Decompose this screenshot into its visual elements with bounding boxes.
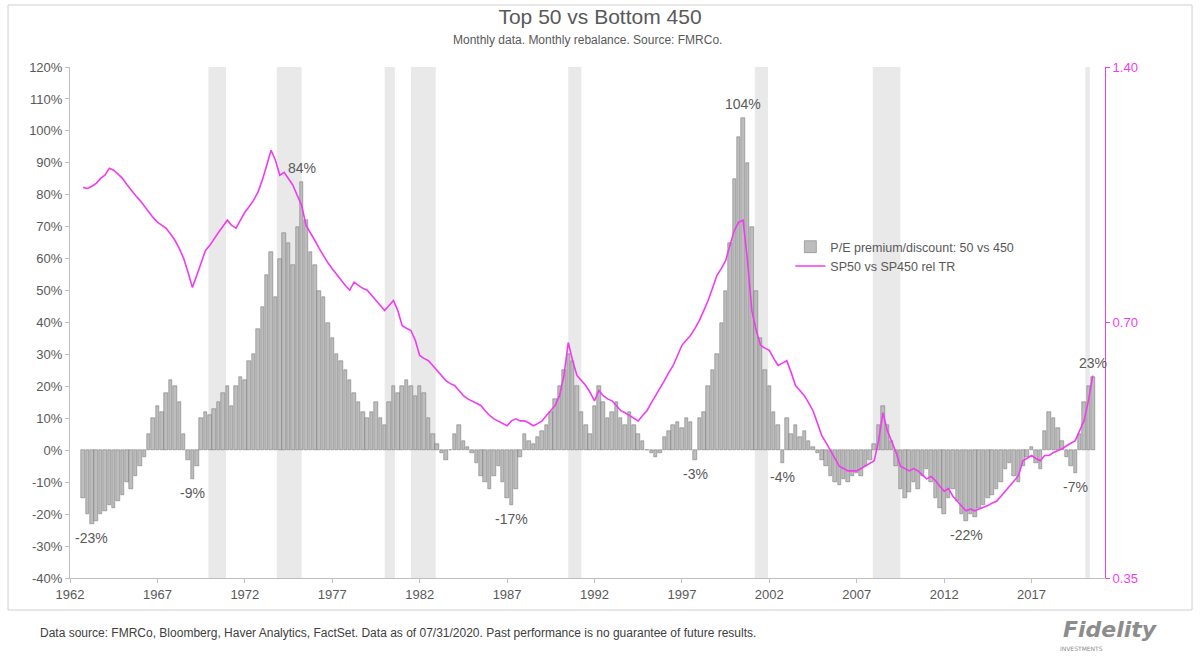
svg-text:-23%: -23%	[75, 530, 108, 546]
svg-text:60%: 60%	[36, 251, 62, 266]
svg-text:1977: 1977	[318, 587, 347, 602]
svg-text:1972: 1972	[230, 587, 259, 602]
svg-text:Top 50 vs Bottom 450: Top 50 vs Bottom 450	[498, 5, 701, 28]
svg-text:0.35: 0.35	[1113, 571, 1138, 586]
svg-text:0.70: 0.70	[1113, 315, 1138, 330]
svg-text:90%: 90%	[36, 155, 62, 170]
svg-text:30%: 30%	[36, 347, 62, 362]
svg-text:80%: 80%	[36, 187, 62, 202]
svg-text:120%: 120%	[29, 60, 63, 75]
svg-text:Fidelity: Fidelity	[1063, 617, 1158, 642]
svg-text:P/E premium/discount: 50 vs 45: P/E premium/discount: 50 vs 450	[830, 241, 1013, 255]
svg-text:-17%: -17%	[495, 511, 528, 527]
svg-text:1967: 1967	[143, 587, 172, 602]
svg-text:Monthly data. Monthly rebalanc: Monthly data. Monthly rebalance. Source:…	[453, 33, 722, 47]
svg-text:104%: 104%	[725, 96, 761, 112]
svg-text:40%: 40%	[36, 315, 62, 330]
svg-text:70%: 70%	[36, 219, 62, 234]
svg-text:-7%: -7%	[1063, 479, 1088, 495]
svg-text:Data source: FMRCo, Bloomberg,: Data source: FMRCo, Bloomberg, Haver Ana…	[40, 626, 756, 640]
svg-text:-40%: -40%	[32, 571, 63, 586]
svg-text:SP50 vs SP450 rel TR: SP50 vs SP450 rel TR	[830, 260, 955, 274]
svg-text:1.40: 1.40	[1113, 60, 1138, 75]
svg-text:1962: 1962	[56, 587, 85, 602]
svg-text:INVESTMENTS: INVESTMENTS	[1060, 645, 1103, 652]
svg-text:2012: 2012	[930, 587, 959, 602]
svg-text:2007: 2007	[842, 587, 871, 602]
svg-text:-22%: -22%	[950, 527, 983, 543]
svg-text:-30%: -30%	[32, 539, 63, 554]
svg-text:2002: 2002	[755, 587, 784, 602]
svg-text:1997: 1997	[667, 587, 696, 602]
svg-text:0%: 0%	[44, 443, 63, 458]
svg-text:2017: 2017	[1017, 587, 1046, 602]
svg-text:10%: 10%	[36, 411, 62, 426]
svg-text:1982: 1982	[405, 587, 434, 602]
svg-text:100%: 100%	[29, 123, 63, 138]
svg-text:-20%: -20%	[32, 507, 63, 522]
svg-text:-4%: -4%	[770, 469, 795, 485]
svg-text:20%: 20%	[36, 379, 62, 394]
svg-text:-3%: -3%	[683, 466, 708, 482]
svg-text:1987: 1987	[493, 587, 522, 602]
svg-text:84%: 84%	[288, 160, 316, 176]
svg-text:50%: 50%	[36, 283, 62, 298]
svg-text:-10%: -10%	[32, 475, 63, 490]
svg-text:-9%: -9%	[180, 485, 205, 501]
svg-text:23%: 23%	[1079, 355, 1107, 371]
svg-text:110%: 110%	[30, 91, 63, 106]
svg-text:1992: 1992	[580, 587, 609, 602]
